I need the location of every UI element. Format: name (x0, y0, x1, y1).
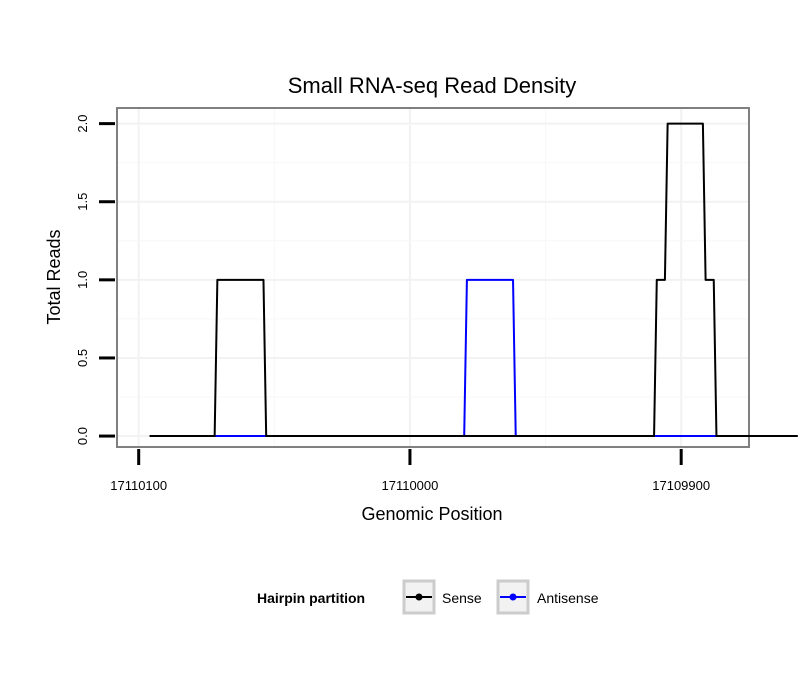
x-tick-label: 17110100 (110, 478, 167, 493)
y-tick-label: 0.5 (75, 349, 90, 367)
series-layer (149, 122, 798, 438)
series-line-sense (149, 122, 798, 438)
legend-title: Hairpin partition (257, 590, 365, 606)
legend-marker-antisense (509, 593, 517, 601)
y-axis: 0.0 0.5 1.0 1.5 2.0 (75, 115, 115, 445)
x-tick-label: 17109900 (652, 478, 710, 493)
legend-label-sense: Sense (442, 590, 482, 606)
x-axis: 17110100 17110000 17109900 (110, 449, 710, 493)
y-tick-label: 1.0 (75, 271, 90, 289)
legend: Hairpin partition Sense Antisense (257, 579, 599, 615)
y-tick-label: 2.0 (75, 115, 90, 133)
y-tick-label: 0.0 (75, 427, 90, 445)
legend-marker-sense (415, 593, 423, 601)
legend-label-antisense: Antisense (537, 590, 599, 606)
plot-panel-border (116, 107, 750, 448)
chart-title: Small RNA-seq Read Density (288, 73, 577, 98)
y-tick-label: 1.5 (75, 193, 90, 211)
y-axis-label: Total Reads (44, 229, 64, 324)
x-tick-label: 17110000 (382, 478, 439, 493)
x-axis-label: Genomic Position (361, 504, 502, 524)
